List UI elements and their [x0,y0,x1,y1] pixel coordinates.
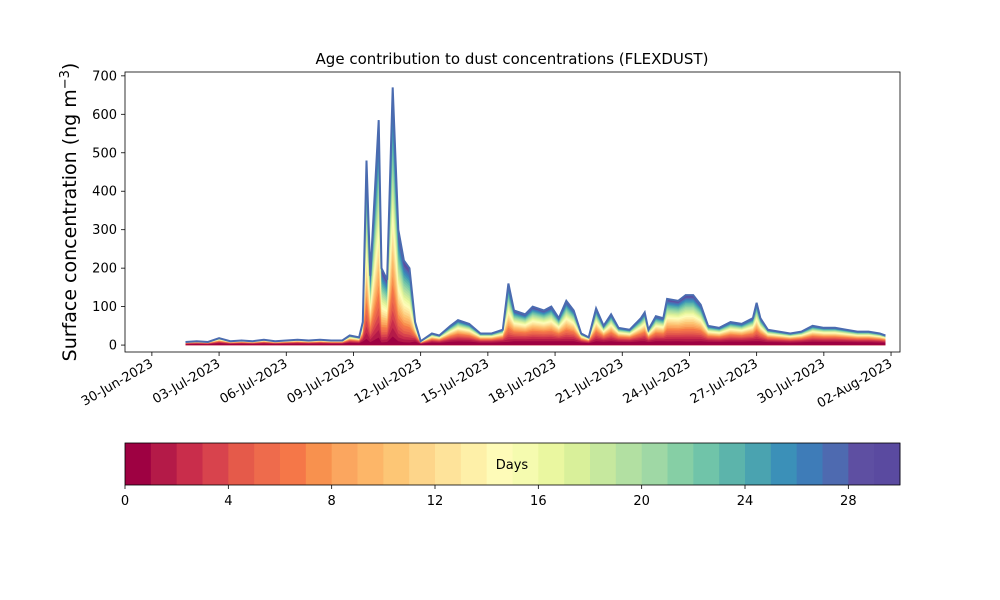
y-tick-label: 300 [92,223,117,238]
colorbar-tick-label: 8 [328,494,336,509]
chart-title: Age contribution to dust concentrations … [316,50,709,68]
age-band-1 [185,327,886,346]
colorbar-swatch [719,443,746,485]
total-line [185,87,886,344]
colorbar-swatch [848,443,875,485]
colorbar-swatch [435,443,462,485]
x-tick-label: 02-Aug-2023 [815,356,895,411]
colorbar-tick-label: 16 [530,494,547,509]
age-band-0 [185,336,886,346]
colorbar-swatch [460,443,488,485]
colorbar-frame [124,442,901,486]
colorbar-swatch [667,443,694,485]
y-axis-label-main: Surface concentration (ng m [59,89,81,361]
axes-layer: 0 100 200 300 400 500 600 700 30-Jun-202303-Jul-… [79,69,901,412]
x-tick-label: 24-Jul-2023 [621,356,694,407]
colorbar-swatch [590,443,617,485]
colorbar: 0 4 8 12 16 20 24 28 [121,442,901,509]
y-axis-label-close: ) [59,63,81,70]
x-tick-label: 03-Jul-2023 [150,356,223,407]
age-band-26 [185,113,886,346]
colorbar-tick-label: 20 [633,494,650,509]
colorbar-swatch [770,443,798,485]
x-tick-label: 12-Jul-2023 [352,356,425,407]
y-tick-label: 700 [92,69,117,84]
age-band-14 [185,216,886,346]
x-tick-label: 27-Jul-2023 [688,356,761,407]
colorbar-label: Days [496,458,529,473]
colorbar-swatch [564,443,591,485]
y-tick-label: 100 [92,300,117,315]
colorbar-tick-label: 4 [224,494,232,509]
colorbar-swatch [383,443,410,485]
colorbar-tick-label: 24 [737,494,754,509]
colorbar-swatch [641,443,668,485]
x-tick-label: 30-Jun-2023 [79,356,156,409]
y-axis-label: Surface concentration (ng m−3) [58,63,81,362]
colorbar-swatch [409,443,436,485]
x-tick-label: 21-Jul-2023 [553,356,626,407]
y-tick-label: 400 [92,185,117,200]
colorbar-swatch [538,443,565,485]
plot-frame [124,71,901,353]
y-tick-label: 500 [92,146,117,161]
colorbar-swatch [331,443,358,485]
colorbar-swatch [202,443,229,485]
colorbar-swatch [176,443,203,485]
x-tick-label: 15-Jul-2023 [419,356,492,407]
colorbar-swatch [486,443,513,485]
colorbar-swatch [745,443,772,485]
x-tick-label: 18-Jul-2023 [486,356,559,407]
colorbar-swatch [822,443,849,485]
colorbar-swatch [615,443,643,485]
colorbar-swatch [228,443,255,485]
y-tick-label: 200 [92,262,117,277]
colorbar-swatch [357,443,384,485]
y-tick-label: 600 [92,108,117,123]
colorbar-tick-label: 0 [121,494,129,509]
x-tick-label: 09-Jul-2023 [285,356,358,407]
y-axis-label-sup: −3 [58,70,73,89]
colorbar-swatch [693,443,720,485]
colorbar-swatch [280,443,307,485]
colorbar-swatch [305,443,333,485]
series-layer [185,87,886,346]
y-tick-label: 0 [109,339,117,354]
colorbar-swatch [874,443,901,485]
age-band-25 [185,121,886,346]
colorbar-tick-label: 12 [427,494,444,509]
colorbar-swatch [254,443,281,485]
colorbar-swatch [150,443,178,485]
colorbar-tick-label: 28 [840,494,857,509]
colorbar-swatch [796,443,823,485]
age-band-29 [185,87,886,346]
colorbar-swatch [125,443,152,485]
colorbar-swatch [512,443,539,485]
x-tick-label: 06-Jul-2023 [217,356,290,407]
